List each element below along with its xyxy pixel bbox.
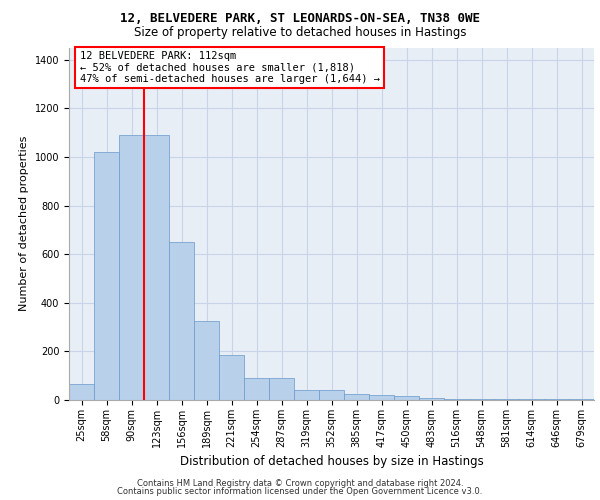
Text: Size of property relative to detached houses in Hastings: Size of property relative to detached ho…	[134, 26, 466, 39]
Bar	[194, 321, 219, 400]
Text: Contains HM Land Registry data © Crown copyright and database right 2024.: Contains HM Land Registry data © Crown c…	[137, 478, 463, 488]
Bar	[269, 378, 294, 400]
Bar	[469, 399, 494, 400]
Bar	[94, 152, 119, 400]
Bar	[319, 390, 344, 400]
Bar	[169, 242, 194, 400]
Bar	[369, 395, 394, 400]
X-axis label: Distribution of detached houses by size in Hastings: Distribution of detached houses by size …	[179, 456, 484, 468]
Bar	[244, 378, 269, 400]
Bar	[394, 396, 419, 400]
Bar	[419, 398, 444, 400]
Bar	[444, 399, 469, 400]
Y-axis label: Number of detached properties: Number of detached properties	[19, 136, 29, 312]
Bar	[294, 390, 319, 400]
Text: 12, BELVEDERE PARK, ST LEONARDS-ON-SEA, TN38 0WE: 12, BELVEDERE PARK, ST LEONARDS-ON-SEA, …	[120, 12, 480, 26]
Bar	[544, 399, 569, 400]
Text: 12 BELVEDERE PARK: 112sqm
← 52% of detached houses are smaller (1,818)
47% of se: 12 BELVEDERE PARK: 112sqm ← 52% of detac…	[79, 51, 380, 84]
Bar	[69, 384, 94, 400]
Bar	[569, 399, 594, 400]
Text: Contains public sector information licensed under the Open Government Licence v3: Contains public sector information licen…	[118, 487, 482, 496]
Bar	[494, 399, 519, 400]
Bar	[344, 394, 369, 400]
Bar	[119, 135, 144, 400]
Bar	[219, 355, 244, 400]
Bar	[519, 399, 544, 400]
Bar	[144, 135, 169, 400]
